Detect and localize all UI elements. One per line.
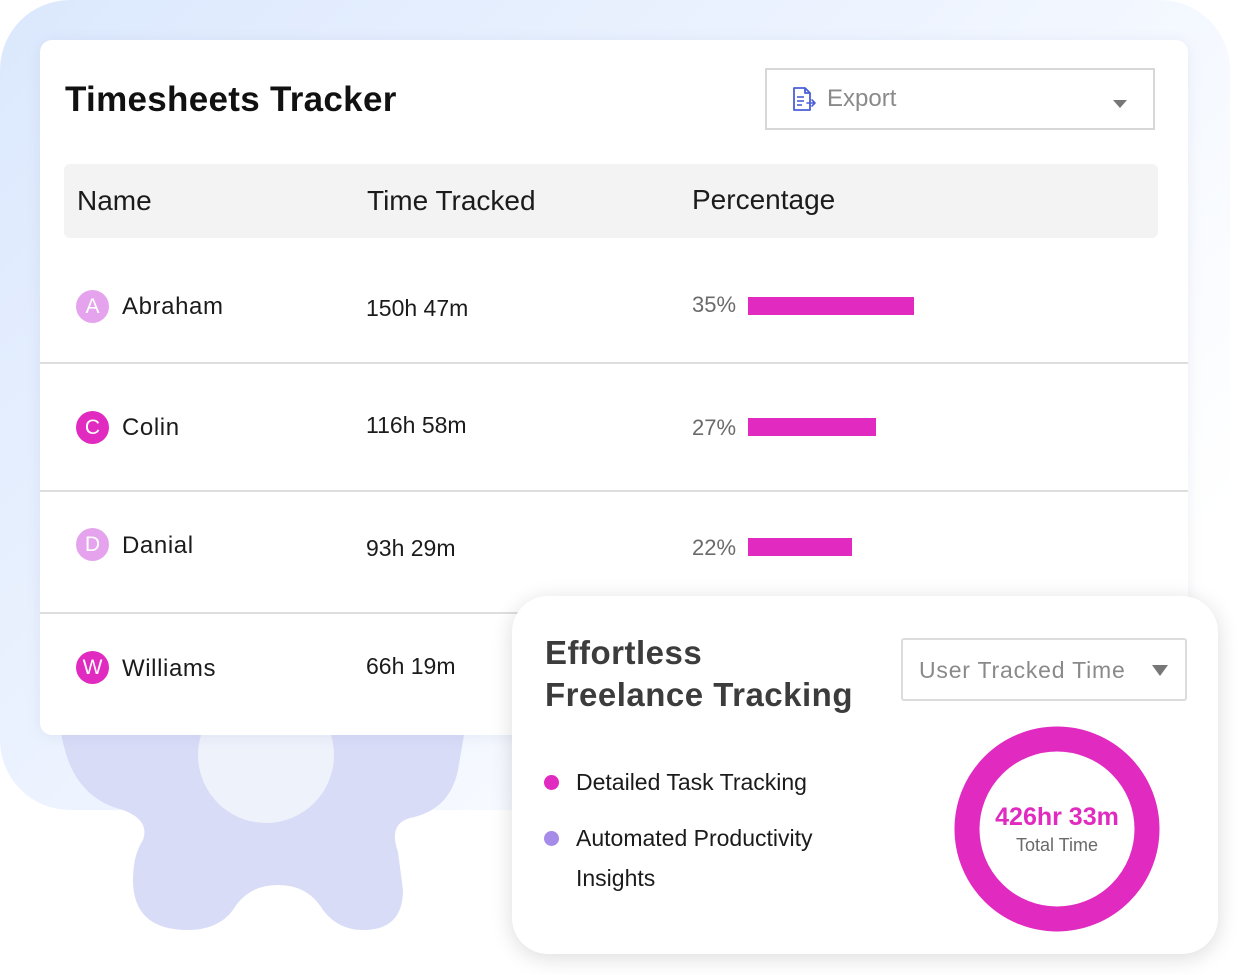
row-name: Colin [122, 414, 180, 441]
table-header: Name Time Tracked Percentage [64, 164, 1158, 238]
feature-item: Detailed Task Tracking [576, 769, 807, 795]
table-row[interactable]: A Abraham 150h 47m 35% [40, 242, 1188, 364]
tracked-time-dropdown-label: User Tracked Time [919, 657, 1126, 683]
total-time-value: 426hr 33m [995, 803, 1119, 831]
column-header-name: Name [77, 185, 152, 216]
document-export-icon [793, 87, 816, 111]
table-row[interactable]: W Williams 66h 19m [40, 614, 1188, 736]
row-percentage: 27% [692, 415, 737, 440]
percentage-bar [748, 297, 914, 315]
row-time-tracked: 150h 47m [366, 295, 469, 321]
percentage-bar [748, 538, 852, 556]
row-divider [40, 490, 1188, 492]
row-time-tracked: 116h 58m [366, 412, 467, 438]
chevron-down-icon [1152, 665, 1168, 676]
row-name: Danial [122, 532, 194, 559]
export-dropdown[interactable]: Export [765, 68, 1155, 130]
row-time-tracked: 93h 29m [366, 535, 456, 561]
row-time-tracked: 66h 19m [366, 653, 456, 679]
avatar: W [76, 651, 109, 684]
card-title: Effortless Freelance Tracking [545, 632, 853, 716]
avatar: C [76, 411, 109, 444]
percentage-bar [748, 418, 876, 436]
card-title-line-2: Freelance Tracking [545, 676, 853, 713]
table-row[interactable]: C Colin 116h 58m 27% [40, 364, 1188, 492]
card-title-line-1: Effortless [545, 634, 703, 671]
avatar: D [76, 528, 109, 561]
column-header-percentage: Percentage [692, 184, 836, 215]
feature-bullet-dot [544, 831, 559, 846]
feature-item: Automated Productivity Insights [576, 825, 813, 891]
feature-bullet-dot [544, 775, 559, 790]
freelance-tracking-card: Effortless Freelance Tracking User Track… [512, 596, 1218, 954]
total-time-label: Total Time [1015, 835, 1099, 855]
export-label: Export [827, 85, 897, 112]
page-title: Timesheets Tracker [65, 80, 397, 119]
tracked-time-dropdown[interactable]: User Tracked Time [901, 638, 1187, 701]
row-divider [40, 362, 1188, 364]
row-name: Williams [122, 655, 217, 682]
row-percentage: 35% [692, 292, 737, 317]
chevron-down-icon [1113, 100, 1127, 108]
avatar: A [76, 290, 109, 323]
row-name: Abraham [122, 293, 224, 320]
row-percentage: 22% [692, 535, 737, 560]
column-header-time: Time Tracked [367, 185, 536, 216]
total-time-ring [954, 726, 1160, 932]
